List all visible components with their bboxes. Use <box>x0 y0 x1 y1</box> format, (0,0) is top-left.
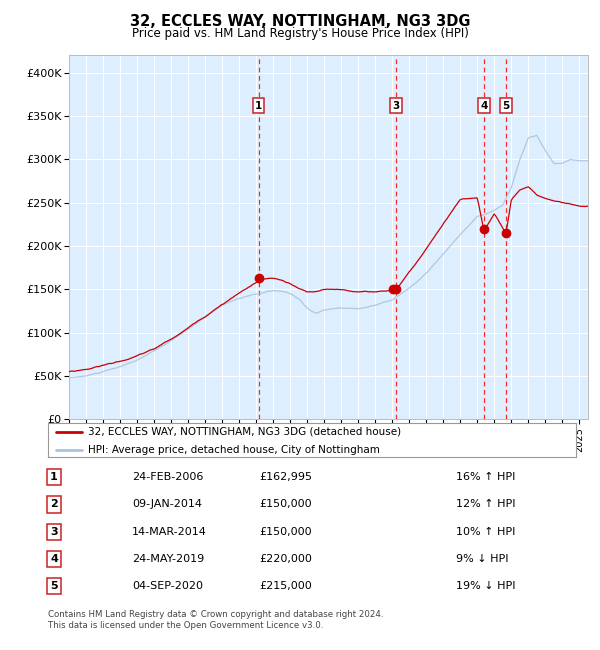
Text: £150,000: £150,000 <box>259 499 312 510</box>
Text: 5: 5 <box>50 581 58 592</box>
Text: Price paid vs. HM Land Registry's House Price Index (HPI): Price paid vs. HM Land Registry's House … <box>131 27 469 40</box>
Text: 4: 4 <box>481 101 488 111</box>
Text: 3: 3 <box>50 526 58 537</box>
Text: 24-MAY-2019: 24-MAY-2019 <box>132 554 204 564</box>
Text: £150,000: £150,000 <box>259 526 312 537</box>
Text: 32, ECCLES WAY, NOTTINGHAM, NG3 3DG: 32, ECCLES WAY, NOTTINGHAM, NG3 3DG <box>130 14 470 29</box>
Text: 3: 3 <box>392 101 400 111</box>
Text: Contains HM Land Registry data © Crown copyright and database right 2024.
This d: Contains HM Land Registry data © Crown c… <box>48 610 383 630</box>
Text: £220,000: £220,000 <box>259 554 312 564</box>
Text: 04-SEP-2020: 04-SEP-2020 <box>132 581 203 592</box>
Text: 19% ↓ HPI: 19% ↓ HPI <box>456 581 515 592</box>
Text: 1: 1 <box>255 101 262 111</box>
Text: 12% ↑ HPI: 12% ↑ HPI <box>456 499 515 510</box>
Text: HPI: Average price, detached house, City of Nottingham: HPI: Average price, detached house, City… <box>88 445 379 454</box>
Text: 10% ↑ HPI: 10% ↑ HPI <box>456 526 515 537</box>
Text: 2: 2 <box>50 499 58 510</box>
Text: 9% ↓ HPI: 9% ↓ HPI <box>456 554 509 564</box>
Text: 09-JAN-2014: 09-JAN-2014 <box>132 499 202 510</box>
Text: 1: 1 <box>50 472 58 482</box>
Text: £162,995: £162,995 <box>259 472 312 482</box>
Text: 5: 5 <box>502 101 509 111</box>
Text: 24-FEB-2006: 24-FEB-2006 <box>132 472 203 482</box>
Text: 14-MAR-2014: 14-MAR-2014 <box>132 526 207 537</box>
Text: £215,000: £215,000 <box>259 581 312 592</box>
Text: 16% ↑ HPI: 16% ↑ HPI <box>456 472 515 482</box>
Text: 4: 4 <box>50 554 58 564</box>
Text: 32, ECCLES WAY, NOTTINGHAM, NG3 3DG (detached house): 32, ECCLES WAY, NOTTINGHAM, NG3 3DG (det… <box>88 426 401 437</box>
